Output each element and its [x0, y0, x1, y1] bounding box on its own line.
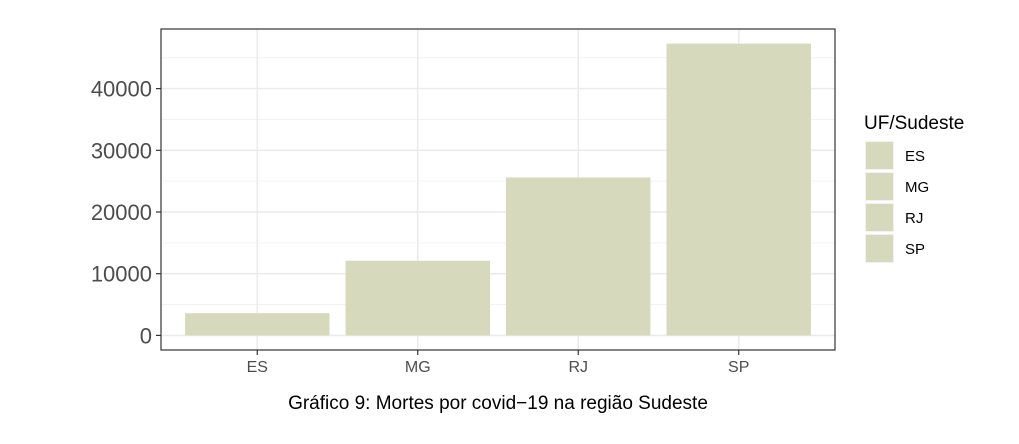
x-tick-label: SP [728, 359, 749, 376]
y-tick-label: 20000 [91, 200, 152, 225]
legend-label: RJ [905, 210, 923, 227]
legend-label: SP [905, 241, 925, 258]
legend-title: UF/Sudeste [864, 113, 964, 134]
bars [185, 43, 811, 336]
legend-swatch [866, 235, 893, 262]
x-tick-label: ES [247, 359, 268, 376]
legend: UF/Sudeste ES MG RJ SP [864, 113, 964, 263]
legend-swatch [866, 204, 893, 231]
x-axis: ES MG RJ SP [247, 350, 749, 376]
y-tick-label: 0 [140, 323, 152, 348]
bar-rj [506, 177, 651, 336]
legend-label: ES [905, 148, 925, 165]
x-tick-label: RJ [568, 359, 588, 376]
y-axis: 0 10000 20000 30000 40000 [91, 77, 161, 348]
y-tick-label: 30000 [91, 138, 152, 163]
legend-swatch [866, 173, 893, 200]
x-tick-label: MG [405, 359, 431, 376]
x-axis-label: Gráfico 9: Mortes por covid−19 na região… [288, 393, 708, 414]
bar-es [185, 313, 330, 336]
y-tick-label: 40000 [91, 77, 152, 102]
y-tick-label: 10000 [91, 262, 152, 287]
legend-label: MG [905, 179, 929, 196]
bar-sp [666, 43, 811, 336]
panel-border [160, 28, 836, 351]
legend-swatch [866, 142, 893, 169]
bar-mg [345, 260, 490, 336]
legend-entries: ES MG RJ SP [865, 141, 929, 263]
